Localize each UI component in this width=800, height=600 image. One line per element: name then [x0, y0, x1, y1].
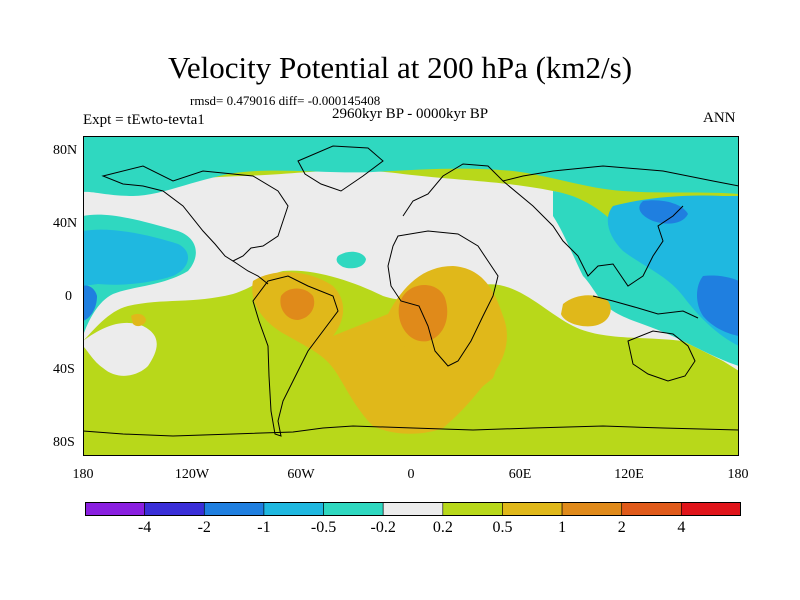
field-teal-atlantic-blob — [336, 251, 366, 269]
colorbar-swatch — [203, 502, 265, 516]
field-blue-asia — [639, 200, 688, 224]
coast-antarctica — [83, 425, 739, 437]
colorbar-label: 2 — [617, 519, 626, 536]
colorbar — [85, 502, 741, 516]
plot-title: Velocity Potential at 200 hPa (km2/s) — [167, 50, 633, 85]
x-tick-60w: 60W — [287, 467, 315, 482]
colorbar-swatch — [85, 502, 145, 516]
colorbar-label: 1 — [558, 519, 567, 536]
season-label: ANN — [703, 110, 736, 126]
colorbar-swatch — [144, 502, 205, 516]
colorbar-frame — [85, 502, 741, 516]
colorbar-label: -4 — [137, 519, 152, 536]
coast-central-america — [232, 260, 269, 285]
colorbar-swatch — [323, 502, 384, 516]
y-tick-40n: 40N — [53, 216, 78, 231]
coast-north-america — [101, 165, 289, 262]
x-tick-60e: 60E — [508, 467, 532, 482]
colorbar-label: -0.2 — [370, 519, 396, 536]
map-frame — [83, 136, 739, 456]
period-label: 2960kyr BP - 0000kyr BP — [331, 106, 489, 122]
x-tick-120e: 120E — [614, 467, 644, 482]
colorbar-label: 4 — [677, 519, 686, 536]
experiment-label: Expt = tEwto-tevta1 — [83, 112, 205, 128]
map-panel — [83, 136, 739, 456]
colorbar-swatch — [621, 502, 682, 516]
coast-asia — [502, 180, 684, 287]
field-yellow-pacific-dot — [131, 313, 146, 327]
field-blue-warmpool — [697, 275, 739, 336]
colorbar-label: -2 — [197, 519, 211, 536]
coast-southeast-asia — [592, 295, 699, 319]
colorbar-label: 0.2 — [432, 519, 453, 536]
colorbar-swatch — [681, 502, 741, 516]
colorbar-label: 0.5 — [492, 519, 513, 536]
colorbar-label: -1 — [257, 519, 271, 536]
field-cyan-pacific — [83, 229, 189, 286]
y-tick-80s: 80S — [53, 435, 75, 450]
colorbar-swatch — [382, 502, 444, 516]
stats-line: rmsd= 0.479016 diff= -0.000145408 — [190, 93, 381, 108]
field-yellow-south-atlantic — [333, 333, 498, 406]
coast-australia — [627, 330, 696, 382]
coastlines — [83, 145, 739, 437]
x-tick-0: 0 — [407, 467, 415, 482]
colorbar-swatch — [502, 502, 563, 516]
field-orange-south-america — [280, 288, 315, 320]
x-tick-180e: 180 — [727, 467, 749, 482]
field-blue-pacific — [83, 285, 97, 321]
field-teal-north — [83, 136, 739, 196]
field-white-pacific-tongue — [83, 322, 157, 376]
field-teal-east-asia — [553, 191, 739, 366]
field-yellow-indian-ocean — [561, 295, 611, 327]
coast-greenland — [297, 145, 384, 192]
x-tick-120w: 120W — [174, 467, 210, 482]
colorbar-swatch — [263, 502, 324, 516]
colorbar-label: -0.5 — [310, 519, 337, 536]
coast-south-america — [252, 275, 339, 437]
x-tick-180w: 180 — [72, 467, 94, 482]
colorbar-swatch — [442, 502, 503, 516]
coast-africa — [387, 230, 499, 367]
colorbar-swatch — [561, 502, 623, 516]
y-tick-40s: 40S — [53, 362, 75, 377]
field-orange-africa — [398, 284, 448, 342]
y-tick-0: 0 — [65, 289, 72, 304]
y-tick-80n: 80N — [53, 143, 78, 158]
